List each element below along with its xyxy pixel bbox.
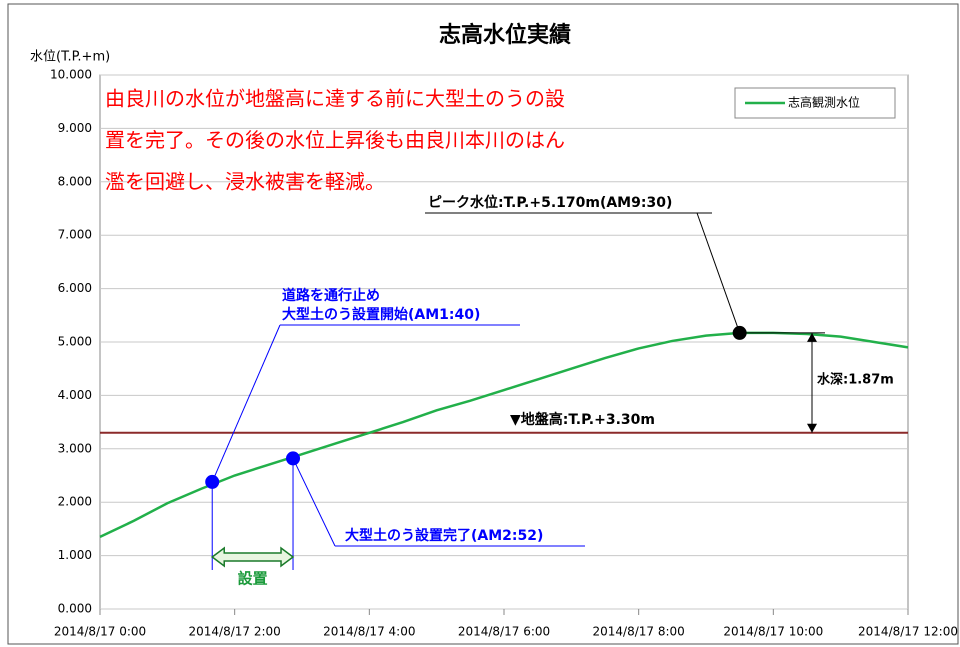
legend-label: 志高観測水位 [788, 95, 860, 110]
x-tick-label: 2014/8/17 8:00 [593, 625, 685, 639]
callout-line [696, 212, 741, 334]
headline: 濫を回避し、浸水被害を軽減。 [105, 170, 385, 194]
annotation: 大型土のう設置開始(AM1:40) [282, 306, 480, 323]
x-tick-label: 2014/8/17 4:00 [323, 625, 415, 639]
y-axis-label: 水位(T.P.+m) [30, 50, 110, 65]
x-tick-label: 2014/8/17 0:00 [54, 625, 146, 639]
legend-box [734, 87, 896, 119]
span-label: 設置 [238, 570, 268, 588]
y-tick-label: 2.000 [58, 495, 92, 509]
y-tick-label: 8.000 [58, 174, 92, 188]
arrow-head [807, 332, 817, 342]
y-tick-label: 0.000 [58, 602, 92, 616]
depth-label: 水深:1.87m [817, 372, 894, 388]
y-tick-label: 9.000 [58, 121, 92, 135]
y-tick-label: 5.000 [58, 335, 92, 349]
arrow-head [807, 423, 817, 433]
marker [286, 451, 301, 466]
y-tick-label: 7.000 [58, 228, 92, 242]
headline: 置を完了。その後の水位上昇後も由良川本川のはん [105, 128, 565, 152]
y-tick-label: 3.000 [58, 441, 92, 455]
callout-line [292, 458, 336, 547]
annotation: ピーク水位:T.P.+5.170m(AM9:30) [428, 194, 672, 211]
span-arrow [210, 546, 295, 568]
annotation: 道路を通行止め [282, 287, 380, 304]
y-tick-label: 6.000 [58, 281, 92, 295]
series-line [99, 331, 909, 539]
x-tick-label: 2014/8/17 12:00 [858, 625, 958, 639]
x-tick-label: 2014/8/17 6:00 [458, 625, 550, 639]
marker [732, 325, 747, 340]
frame [7, 3, 959, 645]
headline: 由良川の水位が地盤高に達する前に大型土のうの設 [105, 87, 565, 111]
marker [205, 474, 220, 489]
y-tick-label: 1.000 [58, 548, 92, 562]
y-tick-label: 10.000 [50, 68, 92, 82]
callout-line [211, 324, 281, 483]
y-tick-label: 4.000 [58, 388, 92, 402]
reference-label: ▼地盤高:T.P.+3.30m [510, 411, 655, 428]
annotation: 大型土のう設置完了(AM2:52) [345, 527, 543, 544]
x-tick-label: 2014/8/17 10:00 [723, 625, 823, 639]
chart-title: 志高水位実績 [439, 22, 571, 48]
x-tick-label: 2014/8/17 2:00 [189, 625, 281, 639]
